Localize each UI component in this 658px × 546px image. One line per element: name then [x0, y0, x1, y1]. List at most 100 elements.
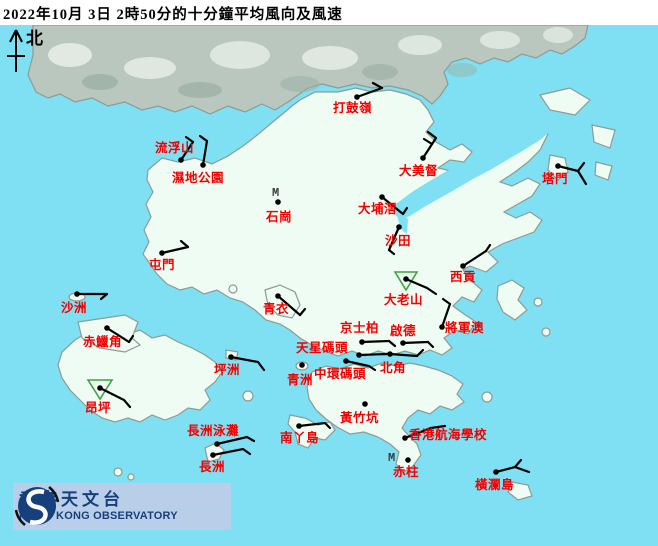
- station-central-pier: 中環碼頭: [314, 358, 377, 381]
- station-label-lamma-island: 南丫島: [280, 430, 319, 445]
- new-territories-landmass: [142, 87, 549, 357]
- station-dot-sha-tin: [396, 224, 402, 230]
- station-label-cheung-chau: 長洲: [199, 459, 225, 474]
- station-dot-tai-mei-tuk: [420, 155, 426, 161]
- wind-feather-tuen-mun-0: [179, 239, 190, 249]
- station-north-point: 北角: [380, 348, 425, 375]
- wind-feather-north-point-0: [415, 348, 425, 358]
- station-label-green-island: 青洲: [287, 372, 313, 387]
- station-dot-tates-cairn: [403, 276, 409, 282]
- station-label-chek-lap-kok: 赤鱲角: [83, 334, 122, 349]
- station-waglan-island: 橫瀾島: [475, 458, 531, 492]
- wind-feather-kings-park-0: [387, 339, 397, 348]
- hei-ling-chau-island: [242, 390, 254, 402]
- wind-barb-tates-cairn: [404, 277, 438, 296]
- soko-island-1: [113, 467, 123, 477]
- station-dot-ta-kwu-ling: [354, 94, 360, 100]
- mainland-landmass: [27, 24, 589, 115]
- wind-barb-kings-park: [360, 339, 391, 344]
- station-dot-ngong-ping: [97, 385, 103, 391]
- station-tates-cairn: 大老山: [384, 271, 438, 307]
- missing-data-marker-shek-kong: M: [272, 186, 279, 200]
- station-dot-peng-chau: [228, 354, 234, 360]
- station-dot-chek-lap-kok: [104, 325, 110, 331]
- station-green-island: 青洲: [287, 362, 313, 387]
- station-dot-shek-kong: [275, 199, 281, 205]
- wind-barb-hk-sea-school: [403, 424, 447, 440]
- station-label-tates-cairn: 大老山: [384, 292, 423, 307]
- station-label-tsing-yi: 青衣: [263, 301, 289, 316]
- station-ta-kwu-ling: 打鼓嶺: [333, 81, 384, 115]
- station-label-wong-chuk-hang: 黃竹坑: [339, 410, 379, 425]
- tolo-harbour-water: [393, 125, 552, 220]
- station-shek-kong: M 石崗: [265, 186, 292, 224]
- station-stanley: M赤柱: [388, 451, 419, 479]
- wind-barb-north-point: [388, 352, 419, 358]
- crooked-island-group: [539, 87, 591, 116]
- wind-barb-central-pier: [344, 359, 377, 372]
- wind-feather-tai-mei-tuk-0: [426, 130, 438, 140]
- station-tsing-yi: 青衣: [263, 293, 307, 317]
- station-tai-po-kau: 大埔滘: [358, 194, 409, 216]
- title-strip: [0, 0, 658, 25]
- small-island-2: [541, 327, 551, 337]
- wind-feather-sai-kung-0: [484, 243, 492, 253]
- wind-feather-ta-kwu-ling-0: [371, 81, 384, 90]
- station-chek-lap-kok: 赤鱲角: [83, 325, 135, 349]
- station-dot-wetland-park: [200, 162, 206, 168]
- hko-logo-name-en: HONG KONG OBSERVATORY: [19, 510, 178, 522]
- station-sha-tin: 沙田: [385, 224, 411, 256]
- airport-island: [77, 314, 142, 353]
- north-arrow: [7, 29, 25, 72]
- station-label-cheung-chau-beach: 長洲泳灘: [187, 423, 239, 438]
- wind-barb-cheung-chau: [211, 447, 252, 457]
- ma-wan-island: [228, 284, 238, 294]
- station-tuen-mun: 屯門: [149, 239, 190, 272]
- wind-feather-waglan-island-0: [513, 458, 523, 469]
- north-label: 北: [26, 29, 43, 48]
- station-label-sai-kung: 西貢: [450, 270, 476, 284]
- station-dot-sha-chau: [74, 291, 80, 297]
- station-label-hk-sea-school: 香港航海學校: [408, 427, 487, 442]
- station-dot-tuen-mun: [159, 250, 165, 256]
- station-dot-lamma-island: [296, 423, 302, 429]
- station-sai-kung: 西貢: [450, 243, 492, 284]
- station-label-stanley: 赤柱: [393, 464, 419, 479]
- small-island-1: [533, 297, 543, 307]
- wind-feather-kai-tak-0: [426, 340, 435, 349]
- wind-barb-sai-kung: [461, 249, 488, 268]
- station-label-kai-tak: 啟德: [390, 323, 416, 338]
- station-label-lau-fau-shan: 流浮山: [155, 140, 194, 155]
- wind-barb-chek-lap-kok: [105, 326, 131, 344]
- hko-logo-box: 香港天文台 HONG KONG OBSERVATORY: [13, 483, 231, 530]
- wind-barb-kai-tak: [401, 340, 430, 345]
- station-label-sha-chau: 沙洲: [61, 301, 87, 315]
- station-star-ferry: 天星碼頭: [296, 340, 390, 358]
- station-dot-wong-chuk-hang: [362, 401, 368, 407]
- station-hk-sea-school: 香港航海學校: [402, 424, 487, 442]
- wind-barb-lamma-island: [297, 421, 332, 430]
- station-label-ngong-ping: 昂坪: [85, 400, 111, 415]
- station-cheung-chau-beach: 長洲泳灘: [187, 423, 256, 447]
- wind-feather-lau-fau-shan-0: [184, 135, 195, 144]
- station-wetland-park: 濕地公園: [172, 134, 224, 185]
- wind-feather-sha-chau-0: [99, 292, 109, 301]
- station-label-tuen-mun: 屯門: [149, 257, 175, 272]
- station-dot-kings-park: [359, 339, 365, 345]
- wind-feather-chek-lap-kok-0: [127, 334, 135, 344]
- station-dot-tsing-yi: [275, 293, 281, 299]
- station-dot-central-pier: [343, 358, 349, 364]
- station-kai-tak: 啟德: [390, 323, 435, 349]
- station-kings-park: 京士柏: [340, 320, 397, 348]
- station-tap-mun: 塔門: [542, 161, 588, 186]
- wind-feather-sha-tin-0: [387, 248, 396, 256]
- station-sha-chau: 沙洲: [61, 291, 109, 315]
- station-label-star-ferry: 天星碼頭: [296, 340, 348, 355]
- east-island-small: [594, 161, 613, 181]
- station-label-waglan-island: 橫瀾島: [475, 477, 514, 492]
- shatin-channel-water: [398, 212, 408, 234]
- station-label-sha-tin: 沙田: [385, 234, 411, 248]
- station-ngong-ping: 昂坪: [85, 379, 132, 415]
